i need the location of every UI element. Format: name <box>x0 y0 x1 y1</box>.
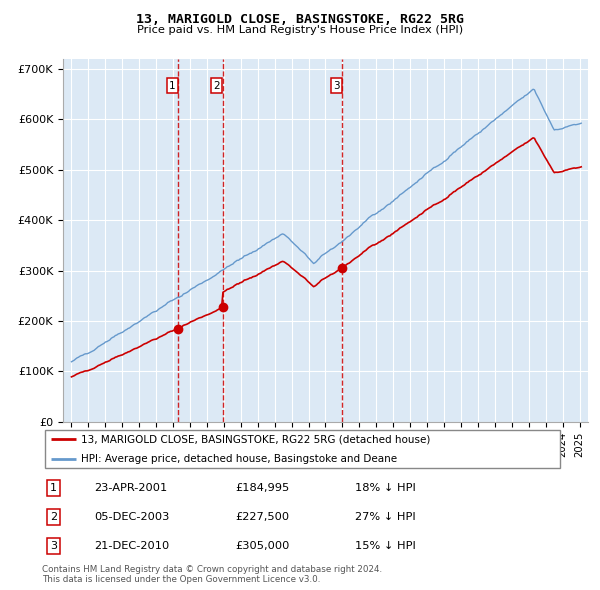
Text: £227,500: £227,500 <box>235 512 289 522</box>
Text: Contains HM Land Registry data © Crown copyright and database right 2024.: Contains HM Land Registry data © Crown c… <box>42 565 382 573</box>
Text: £184,995: £184,995 <box>235 483 289 493</box>
Text: 21-DEC-2010: 21-DEC-2010 <box>94 540 169 550</box>
Text: 1: 1 <box>169 81 176 91</box>
Text: 13, MARIGOLD CLOSE, BASINGSTOKE, RG22 5RG: 13, MARIGOLD CLOSE, BASINGSTOKE, RG22 5R… <box>136 13 464 26</box>
Text: 2: 2 <box>214 81 220 91</box>
Text: 3: 3 <box>333 81 340 91</box>
Text: Price paid vs. HM Land Registry's House Price Index (HPI): Price paid vs. HM Land Registry's House … <box>137 25 463 35</box>
Text: 13, MARIGOLD CLOSE, BASINGSTOKE, RG22 5RG (detached house): 13, MARIGOLD CLOSE, BASINGSTOKE, RG22 5R… <box>81 434 431 444</box>
Text: 15% ↓ HPI: 15% ↓ HPI <box>355 540 416 550</box>
Text: 18% ↓ HPI: 18% ↓ HPI <box>355 483 416 493</box>
FancyBboxPatch shape <box>44 430 560 468</box>
Text: HPI: Average price, detached house, Basingstoke and Deane: HPI: Average price, detached house, Basi… <box>81 454 397 464</box>
Text: £305,000: £305,000 <box>235 540 290 550</box>
Text: 23-APR-2001: 23-APR-2001 <box>94 483 167 493</box>
Text: 2: 2 <box>50 512 57 522</box>
Text: This data is licensed under the Open Government Licence v3.0.: This data is licensed under the Open Gov… <box>42 575 320 584</box>
Text: 1: 1 <box>50 483 57 493</box>
Text: 27% ↓ HPI: 27% ↓ HPI <box>355 512 416 522</box>
Text: 3: 3 <box>50 540 57 550</box>
Text: 05-DEC-2003: 05-DEC-2003 <box>94 512 170 522</box>
